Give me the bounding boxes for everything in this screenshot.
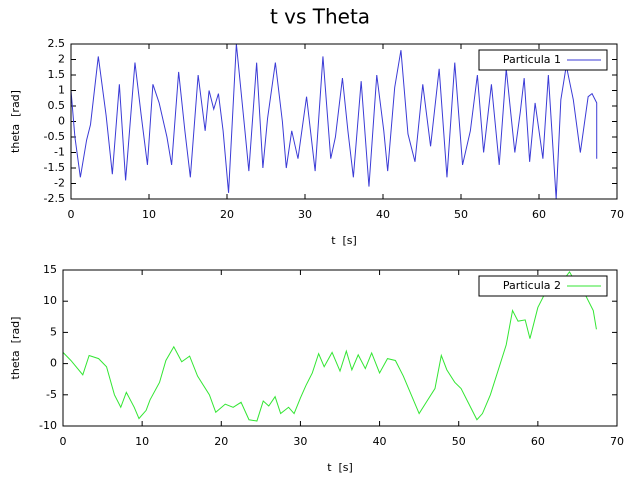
- x-tick-label: 60: [531, 435, 545, 448]
- y-tick-label: -0.5: [44, 130, 65, 143]
- figure-title: t vs Theta: [270, 5, 370, 29]
- x-tick-label: 70: [610, 208, 624, 221]
- x-tick-label: 40: [373, 435, 387, 448]
- x-axis-label: t [s]: [331, 234, 357, 247]
- y-tick-label: 5: [50, 325, 57, 338]
- plot-frame: [70, 43, 618, 200]
- y-tick-label: -1: [54, 146, 65, 159]
- y-tick-label: -5: [46, 388, 57, 401]
- y-tick-label: 2: [58, 53, 65, 66]
- legend-box: [478, 49, 608, 71]
- legend-label: Particula 2: [503, 279, 561, 292]
- y-tick-label: 0: [50, 357, 57, 370]
- x-tick-label: 30: [293, 435, 307, 448]
- y-tick-label: 0: [58, 115, 65, 128]
- y-axis-label: theta [rad]: [9, 317, 22, 380]
- x-tick-label: 50: [454, 208, 468, 221]
- y-tick-label: 15: [43, 263, 57, 276]
- x-tick-label: 60: [532, 208, 546, 221]
- y-tick-label: 2.5: [48, 37, 66, 50]
- y-axis-label: theta [rad]: [9, 90, 22, 153]
- x-tick-label: 40: [376, 208, 390, 221]
- x-tick-label: 20: [214, 435, 228, 448]
- y-tick-label: 1.5: [48, 68, 66, 81]
- x-tick-label: 10: [135, 435, 149, 448]
- y-tick-label: -2: [54, 177, 65, 190]
- y-tick-label: 10: [43, 294, 57, 307]
- data-line: [62, 270, 597, 422]
- legend-box: [478, 275, 608, 297]
- y-tick-label: -10: [39, 419, 57, 432]
- plot-frame: [62, 269, 618, 427]
- x-axis-label: t [s]: [327, 461, 353, 474]
- x-tick-label: 10: [142, 208, 156, 221]
- x-tick-label: 0: [68, 208, 75, 221]
- y-tick-label: -1.5: [44, 161, 65, 174]
- y-tick-label: -2.5: [44, 192, 65, 205]
- x-tick-label: 20: [220, 208, 234, 221]
- x-tick-label: 30: [298, 208, 312, 221]
- x-tick-label: 0: [60, 435, 67, 448]
- data-line: [70, 43, 598, 200]
- x-tick-label: 50: [452, 435, 466, 448]
- legend-label: Particula 1: [503, 53, 561, 66]
- y-tick-label: 0.5: [48, 99, 66, 112]
- y-tick-label: 1: [58, 84, 65, 97]
- x-tick-label: 70: [610, 435, 624, 448]
